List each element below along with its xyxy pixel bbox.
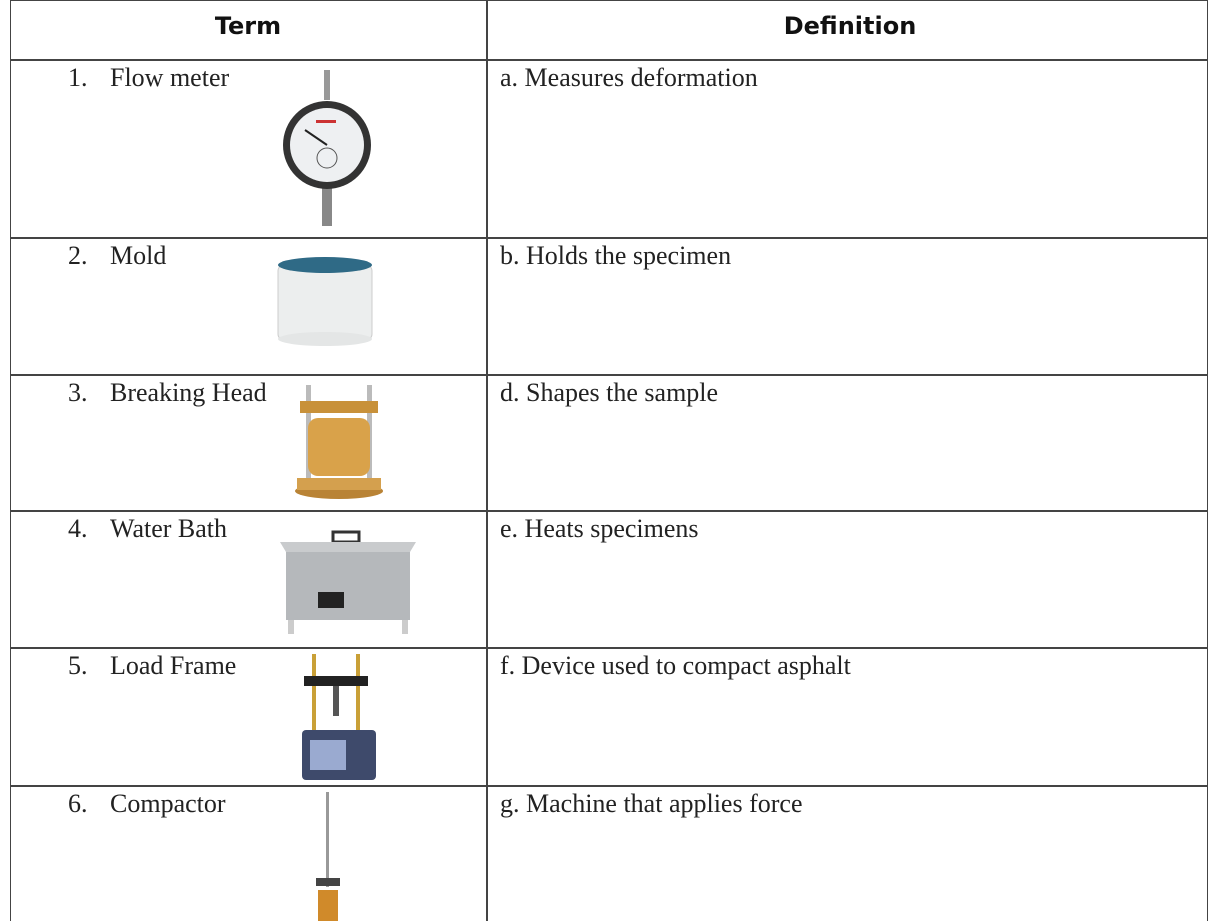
term-cell <box>10 237 488 376</box>
term-cell <box>10 785 488 921</box>
header-cell <box>486 0 1208 61</box>
definition-text: a. Measures deformation <box>500 63 758 92</box>
term-cell <box>10 510 488 649</box>
term-number: 2. <box>68 241 88 270</box>
term-cell <box>10 59 488 239</box>
definition-cell <box>486 59 1208 239</box>
water-bath-image <box>280 530 416 634</box>
definition-text: f. Device used to compact asphalt <box>500 651 851 680</box>
term-number: 1. <box>68 63 88 92</box>
term-cell <box>10 647 488 787</box>
header-term: Term <box>214 12 282 40</box>
definition-text: d. Shapes the sample <box>500 378 719 407</box>
term-name: Compactor <box>110 789 226 818</box>
term-cell <box>10 374 488 512</box>
term-number: 5. <box>68 651 88 680</box>
definition-text: b. Holds the specimen <box>500 241 732 270</box>
breaking-head-image <box>295 385 383 499</box>
term-number: 6. <box>68 789 88 818</box>
definition-cell <box>486 647 1208 787</box>
definition-cell <box>486 785 1208 921</box>
term-name: Flow meter <box>110 63 230 92</box>
definition-cell <box>486 237 1208 376</box>
compactor-image <box>316 792 340 921</box>
flow-meter-image <box>283 70 371 226</box>
definition-cell <box>486 374 1208 512</box>
mold-image <box>277 257 373 346</box>
definition-text: e. Heats specimens <box>500 514 699 543</box>
term-number: 4. <box>68 514 88 543</box>
term-name: Water Bath <box>110 514 228 543</box>
term-name: Load Frame <box>110 651 237 680</box>
load-frame-image <box>302 654 376 780</box>
header-definition: Definition <box>783 12 917 40</box>
term-number: 3. <box>68 378 88 407</box>
term-name: Mold <box>110 241 167 270</box>
header-cell <box>10 0 488 61</box>
term-name: Breaking Head <box>110 378 267 407</box>
definition-cell <box>486 510 1208 649</box>
definition-text: g. Machine that applies force <box>500 789 803 818</box>
